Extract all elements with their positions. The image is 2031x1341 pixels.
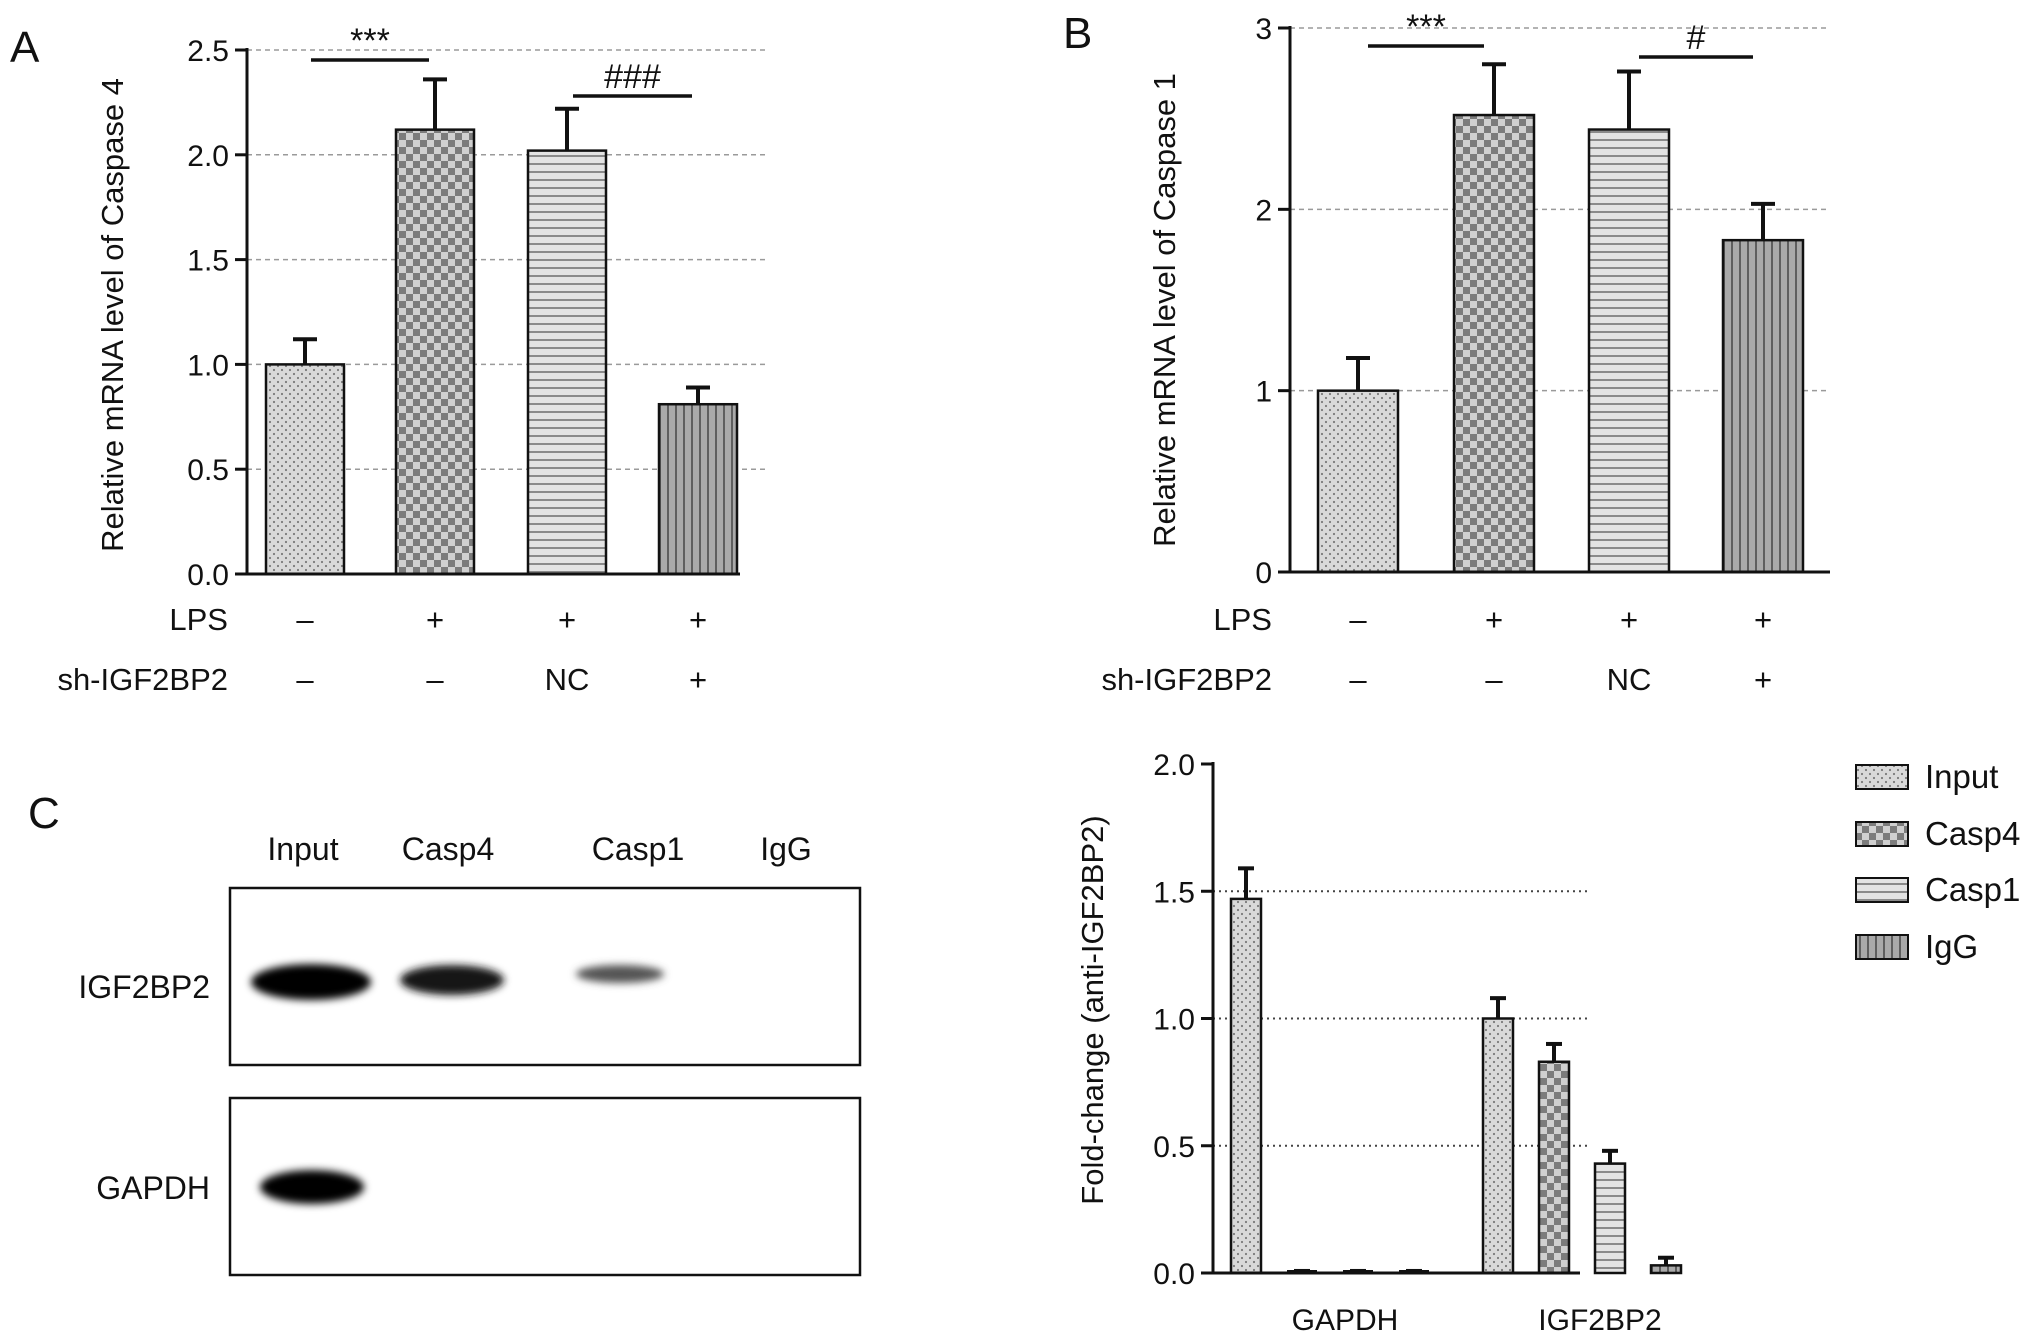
panel-a-bar — [394, 128, 476, 576]
panel-c-y-tick-label: 0.5 — [1153, 1131, 1195, 1164]
western-blot: Input Casp4 Casp1 IgG IGF2BP2 GAPDH — [78, 831, 862, 1277]
panel-b-bar — [1587, 128, 1671, 574]
panel-b-significance-label: *** — [1406, 8, 1446, 46]
panel-c-y-tick-label: 1.5 — [1153, 876, 1195, 909]
panel-b-lps-label: LPS — [1213, 602, 1272, 637]
panel-a-condition-sign: + — [558, 602, 576, 637]
panel-a-y-axis-title: Relative mRNA level of Caspase 4 — [95, 78, 130, 552]
panel-b-condition-sign: – — [1485, 662, 1503, 697]
blot-lane-casp1: Casp1 — [592, 831, 685, 867]
panel-c-bar — [1481, 1017, 1515, 1275]
band-igf2bp2-casp1 — [576, 965, 664, 983]
panel-a-condition-sign: – — [296, 602, 314, 637]
panel-a-condition-sign: – — [426, 662, 444, 697]
legend-swatch-casp4 — [1855, 821, 1909, 847]
legend-swatch-igg — [1855, 934, 1909, 960]
panel-c-bar — [1649, 1264, 1683, 1275]
panel-c-bar — [1593, 1162, 1627, 1275]
panel-letter-c: C — [28, 789, 60, 838]
legend-label-casp4: Casp4 — [1925, 815, 2020, 852]
panel-b-condition-sign: – — [1349, 662, 1367, 697]
panel-b-condition-sign: + — [1620, 602, 1638, 637]
panel-b-y-tick-label: 1 — [1255, 376, 1272, 409]
panel-a-condition-sign: NC — [545, 662, 590, 697]
panel-b-bar — [1316, 389, 1400, 574]
panel-c-bar — [1537, 1060, 1571, 1275]
panel-b-bar — [1721, 238, 1805, 574]
panel-a-shrna-label: sh-IGF2BP2 — [57, 662, 228, 697]
panel-b-condition-sign: NC — [1607, 662, 1652, 697]
panel-b-chart: 0 1 2 3 – + + + – – NC + *** # — [1255, 8, 1830, 697]
panel-b-condition-sign: + — [1754, 602, 1772, 637]
panel-a-condition-sign: + — [426, 602, 444, 637]
panel-a-y-tick-label: 2.0 — [187, 140, 229, 173]
panel-a-y-tick-label: 1.5 — [187, 245, 229, 278]
panel-c-y-tick-label: 2.0 — [1153, 749, 1195, 782]
panel-a-y-tick-label: 2.5 — [187, 35, 229, 68]
panel-a-condition-sign: + — [689, 602, 707, 637]
panel-a-significance-label: ### — [604, 58, 661, 96]
panel-c-y-axis-title: Fold-change (anti-IGF2BP2) — [1075, 815, 1110, 1204]
panel-letter-a: A — [10, 23, 40, 72]
panel-b-bar — [1452, 113, 1536, 574]
panel-a-bar — [657, 402, 739, 576]
panel-a-bar — [264, 363, 346, 576]
legend-label-igg: IgG — [1925, 928, 1978, 965]
panel-b-condition-sign: – — [1349, 602, 1367, 637]
band-igf2bp2-input — [251, 964, 371, 1000]
blot-row-gapdh: GAPDH — [96, 1170, 210, 1206]
panel-a-condition-sign: + — [689, 662, 707, 697]
panel-b-significance-label: # — [1687, 19, 1706, 57]
panel-a-y-tick-label: 0.0 — [187, 559, 229, 592]
blot-lane-input: Input — [267, 831, 338, 867]
panel-b-y-tick-label: 0 — [1255, 557, 1272, 590]
panel-b-y-tick-label: 2 — [1255, 194, 1272, 227]
panel-b-y-tick-label: 3 — [1255, 13, 1272, 46]
panel-c-x-category-label: IGF2BP2 — [1538, 1304, 1661, 1337]
legend-label-casp1: Casp1 — [1925, 871, 2020, 908]
panel-c-y-tick-label: 0.0 — [1153, 1258, 1195, 1291]
panel-c-y-tick-label: 1.0 — [1153, 1004, 1195, 1037]
panel-a-significance-label: *** — [350, 22, 390, 60]
panel-c-x-category-label: GAPDH — [1292, 1304, 1399, 1337]
panel-a-bar — [526, 149, 608, 576]
panel-a-y-tick-label: 1.0 — [187, 349, 229, 382]
panel-b-condition-sign: + — [1754, 662, 1772, 697]
blot-lane-casp4: Casp4 — [402, 831, 495, 867]
band-gapdh-input — [260, 1170, 364, 1204]
legend-swatch-casp1 — [1855, 877, 1909, 903]
panel-b-shrna-label: sh-IGF2BP2 — [1101, 662, 1272, 697]
panel-c-legend: Input Casp4 Casp1 IgG — [1855, 758, 2020, 965]
blot-row-igf2bp2: IGF2BP2 — [78, 969, 210, 1005]
panel-a-lps-label: LPS — [169, 602, 228, 637]
legend-label-input: Input — [1925, 758, 1998, 795]
panel-c-chart: 0.0 0.5 1.0 1.5 2.0 GAPDH IGF2BP2 — [1153, 749, 1683, 1337]
panel-letter-b: B — [1063, 9, 1092, 58]
panel-a-chart: 0.0 0.5 1.0 1.5 2.0 2.5 – + + + – – NC + *** ### — [187, 22, 765, 697]
panel-a-condition-sign: – — [296, 662, 314, 697]
legend-swatch-input — [1855, 764, 1909, 790]
panel-b-y-axis-title: Relative mRNA level of Caspase 1 — [1147, 73, 1182, 547]
panel-a-y-tick-label: 0.5 — [187, 454, 229, 487]
panel-c-bar — [1229, 897, 1263, 1275]
blot-lane-igg: IgG — [760, 831, 812, 867]
panel-b-condition-sign: + — [1485, 602, 1503, 637]
band-igf2bp2-casp4 — [400, 965, 504, 995]
